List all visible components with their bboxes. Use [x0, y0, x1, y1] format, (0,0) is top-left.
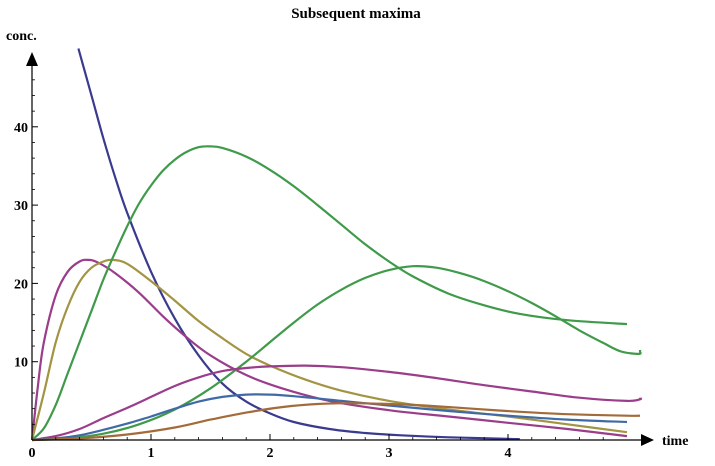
x-axis-arrow: [641, 434, 654, 446]
chart-title: Subsequent maxima: [291, 6, 421, 22]
y-axis-label: conc.: [6, 29, 37, 44]
tick-layer: 0 1 2 3 4 10 20 30 40: [14, 63, 604, 461]
y-tick-label: 40: [14, 121, 28, 136]
series-line-1: [77, 48, 520, 441]
y-tick-label: 30: [14, 199, 28, 214]
series-line-7: [31, 393, 628, 442]
series-line-2: [30, 258, 628, 441]
x-tick-label: 3: [386, 446, 393, 461]
series-line-8: [31, 402, 641, 442]
series-layer: [30, 48, 643, 442]
x-tick-label: 1: [148, 446, 155, 461]
x-tick-label: 4: [505, 446, 512, 461]
series-line-6: [31, 364, 643, 442]
x-axis-label: time: [662, 434, 688, 449]
series-line-4: [31, 145, 628, 441]
x-tick-label: 0: [29, 446, 36, 461]
x-tick-label: 2: [267, 446, 274, 461]
y-axis-arrow: [26, 52, 38, 66]
y-tick-label: 10: [14, 356, 28, 371]
y-tick-label: 20: [14, 277, 28, 292]
